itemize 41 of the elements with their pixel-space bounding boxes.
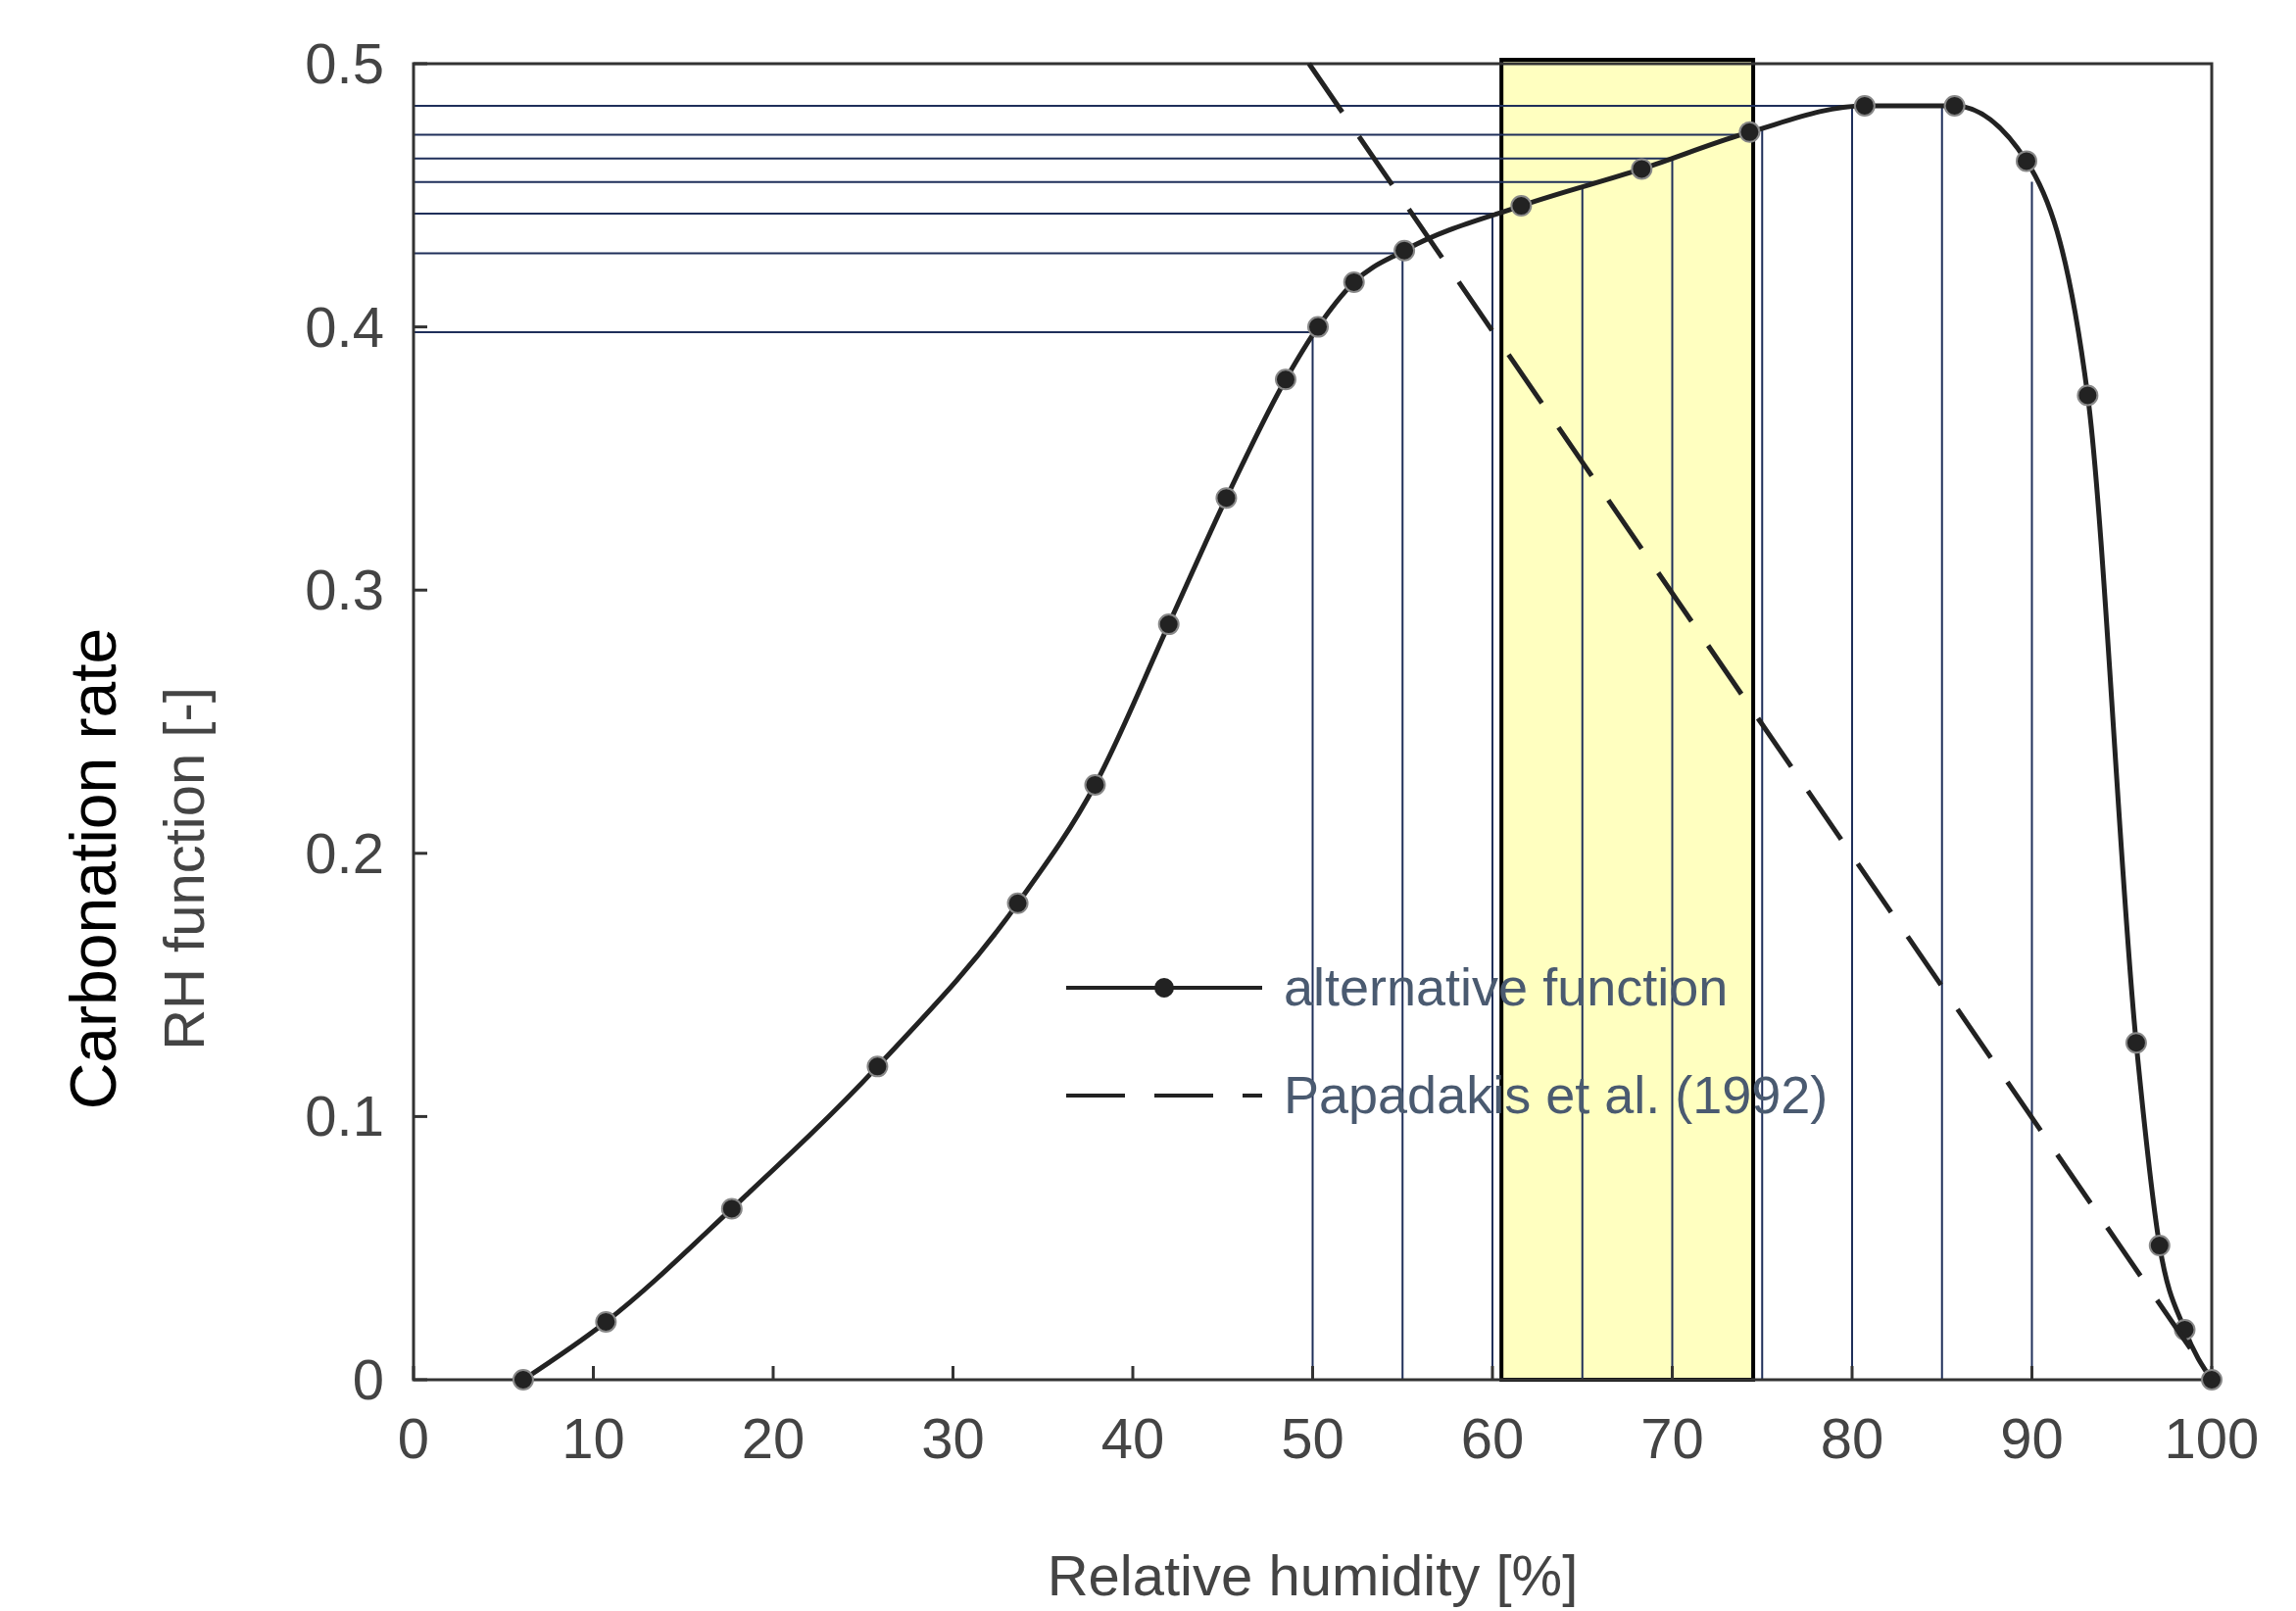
y-tick-label: 0.1: [305, 1084, 384, 1148]
y-tick-label: 0.3: [305, 558, 384, 622]
point: [1215, 487, 1238, 510]
x-tick-label: 10: [562, 1406, 625, 1470]
x-tick-label: 40: [1100, 1406, 1165, 1470]
point: [2016, 150, 2037, 172]
point: [2125, 1032, 2147, 1054]
x-tick-label: 60: [1460, 1406, 1525, 1470]
point: [720, 1197, 743, 1220]
x-tick-label: 100: [2164, 1406, 2260, 1470]
point: [1307, 316, 1330, 338]
point: [1274, 368, 1296, 391]
point: [1738, 121, 1761, 143]
x-tick-label: 30: [921, 1406, 985, 1470]
y-tick-label: 0.2: [305, 820, 384, 885]
x-tick-label: 0: [397, 1406, 430, 1470]
point: [512, 1369, 534, 1391]
point: [1510, 195, 1533, 218]
point: [1631, 158, 1653, 180]
x-tick-label: 80: [1820, 1406, 1884, 1470]
point: [1853, 94, 1876, 117]
point: [1157, 613, 1180, 636]
point: [1084, 773, 1106, 796]
x-tick-label: 90: [2000, 1406, 2064, 1470]
x-tick-label: 50: [1281, 1406, 1344, 1470]
point: [2201, 1369, 2223, 1391]
y-tick-label: 0.4: [305, 294, 384, 359]
x-tick-label: 20: [741, 1406, 806, 1470]
point: [1343, 270, 1365, 293]
x-axis-title: Relative humidity [%]: [1047, 1543, 1579, 1607]
y-tick-label: 0: [352, 1347, 384, 1411]
point: [866, 1055, 889, 1078]
y-tick-label: 0.5: [305, 31, 384, 95]
point: [1006, 892, 1029, 914]
y-axis-title: Carbonation rate RH function [-]: [57, 627, 216, 1110]
point: [2076, 384, 2099, 407]
x-tick-label: 70: [1640, 1406, 1704, 1470]
point: [2148, 1235, 2171, 1257]
point: [595, 1310, 617, 1333]
point: [1393, 239, 1416, 262]
point: [1943, 94, 1966, 117]
